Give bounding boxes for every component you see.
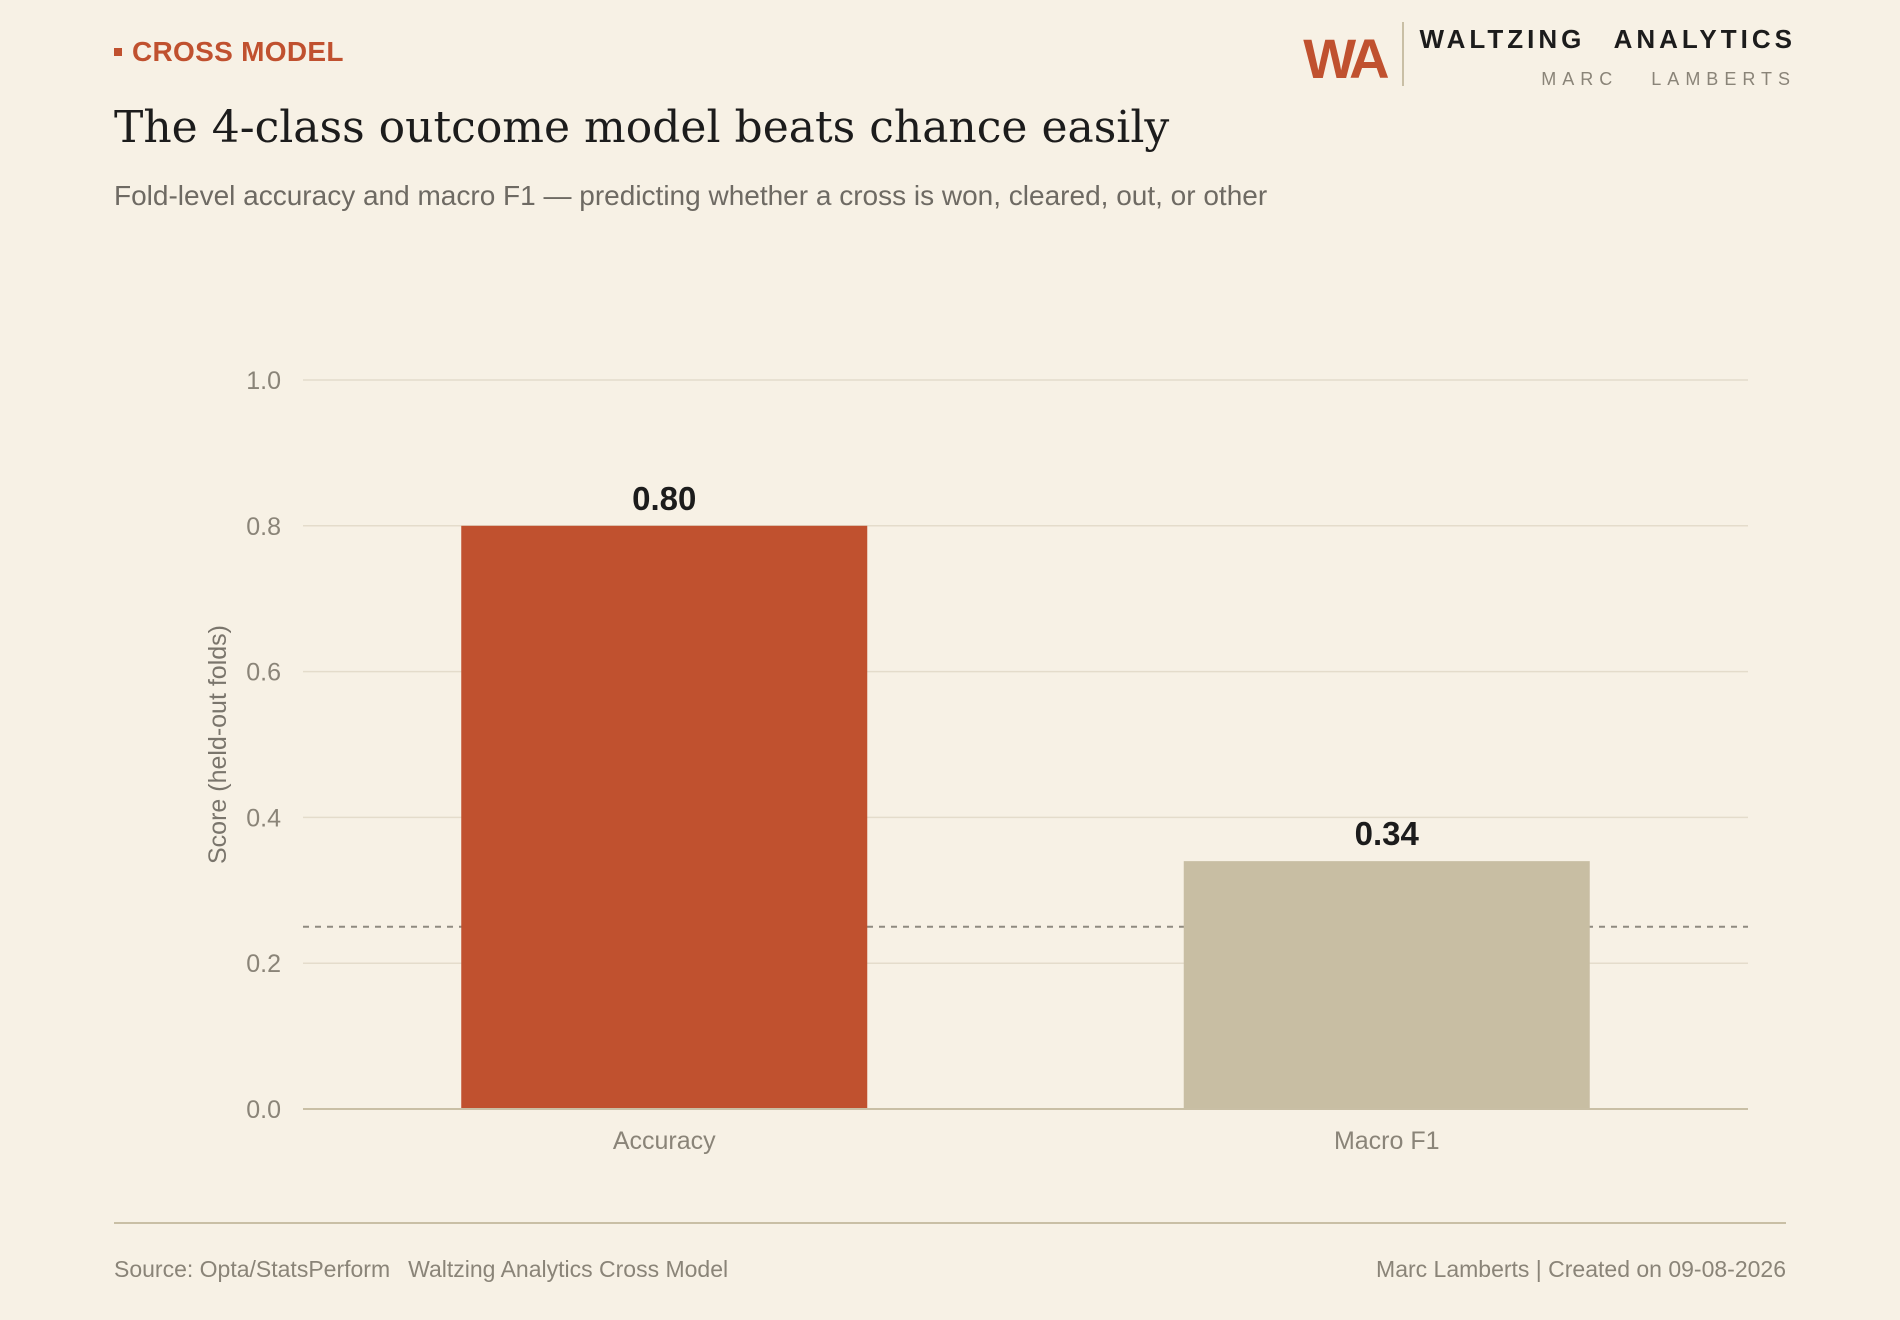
kicker: CROSS MODEL <box>114 36 344 68</box>
brand-logo: WA <box>1303 27 1389 90</box>
footer-project-text: Waltzing Analytics Cross Model <box>408 1256 729 1282</box>
brand-text: WALTZING ANALYTICS MARC LAMBERTS <box>1420 14 1796 90</box>
bar-value-label: 0.34 <box>1355 815 1420 852</box>
label-layer: 0.80 Accuracy 0.34 Macro F1 <box>613 480 1440 1155</box>
y-tick-label: 0.8 <box>246 513 281 541</box>
brand-name: WALTZING ANALYTICS <box>1419 24 1796 54</box>
y-axis-label: Score (held-out folds) <box>204 625 232 864</box>
y-tick-label: 0.6 <box>246 659 281 687</box>
chart-title: The 4-class outcome model beats chance e… <box>114 102 1170 153</box>
x-tick-label: Accuracy <box>613 1127 716 1155</box>
bar-accuracy <box>461 525 868 1109</box>
y-tick-label: 0.2 <box>246 950 281 978</box>
kicker-label: CROSS MODEL <box>132 36 344 67</box>
chart-subtitle: Fold-level accuracy and macro F1 — predi… <box>114 180 1268 211</box>
brand-block: WA WALTZING ANALYTICS MARC LAMBERTS <box>1303 14 1796 90</box>
y-tick-label: 1.0 <box>246 367 281 395</box>
kicker-marker <box>114 48 122 56</box>
y-tick-label: 0.0 <box>246 1096 281 1124</box>
bar-macro-f1 <box>1183 861 1590 1109</box>
footer-source: Source: Opta/StatsPerform Waltzing Analyt… <box>114 1256 728 1283</box>
footer-credit: Marc Lamberts | Created on 09-08-2026 <box>1376 1256 1786 1282</box>
footer-divider <box>114 1222 1786 1224</box>
x-tick-label: Macro F1 <box>1334 1127 1440 1155</box>
brand-divider <box>1401 22 1404 86</box>
bar-layer <box>461 525 1590 1109</box>
footer-source-text: Source: Opta/StatsPerform <box>114 1256 391 1282</box>
y-tick-label: 0.4 <box>246 804 281 832</box>
brand-author: MARC LAMBERTS <box>1541 69 1796 89</box>
bar-value-label: 0.80 <box>632 480 696 517</box>
